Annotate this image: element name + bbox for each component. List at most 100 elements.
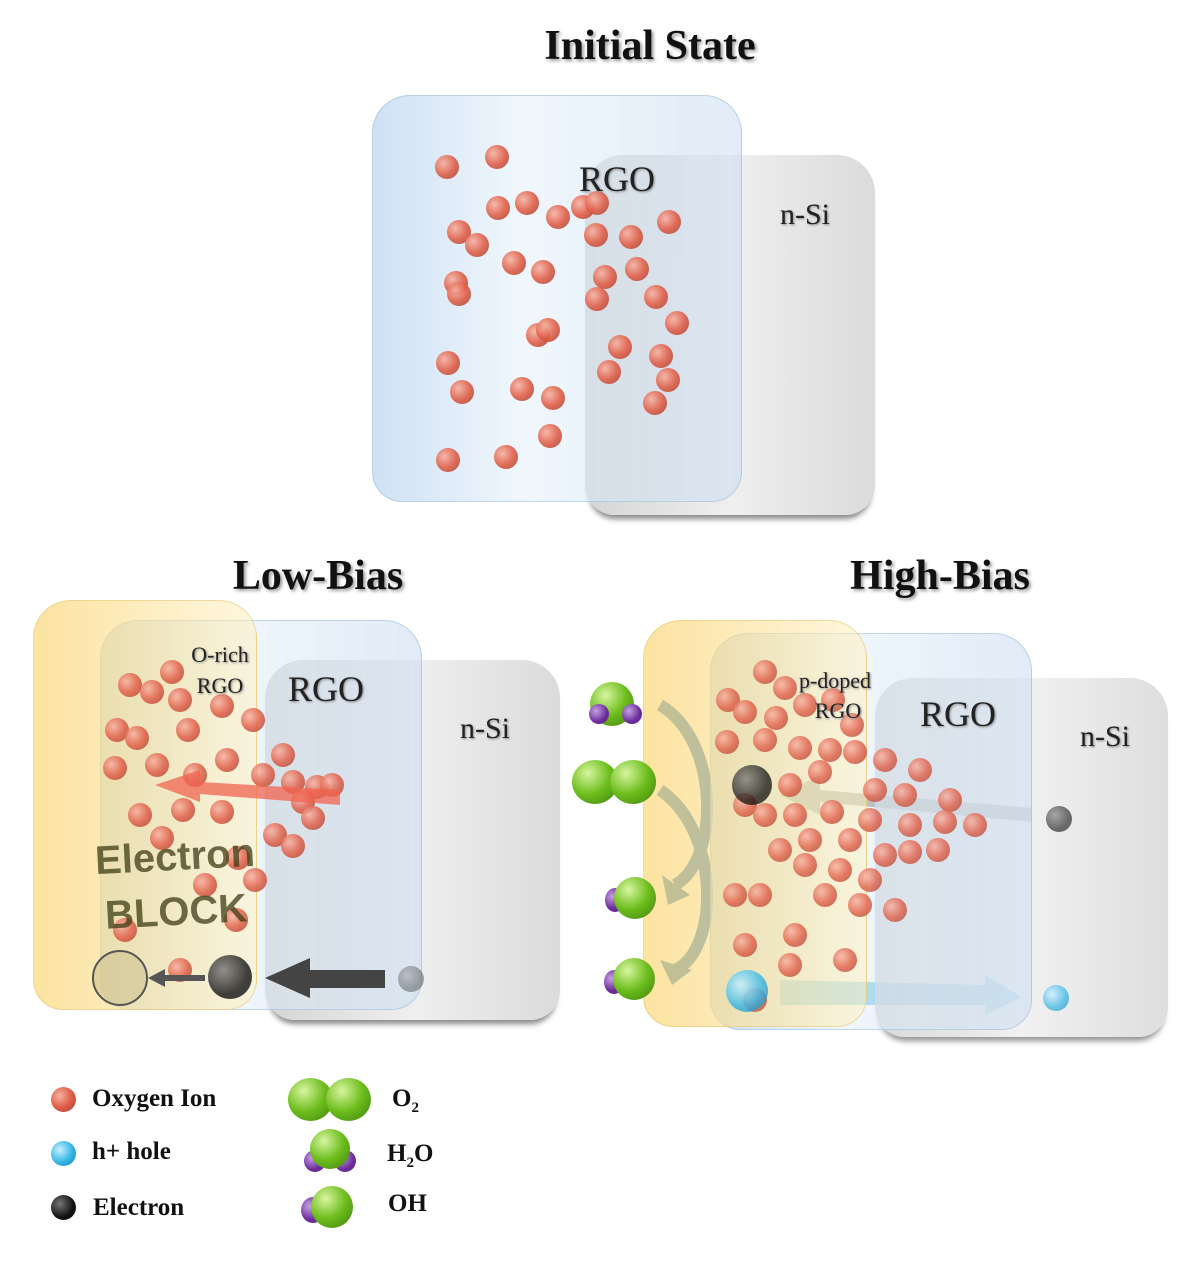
- oxygen-ion: [510, 377, 534, 401]
- oxygen-migration-arrow: [155, 770, 340, 805]
- oxygen-ion: [733, 933, 757, 957]
- oxygen-ion: [858, 808, 882, 832]
- oxygen-ion: [764, 706, 788, 730]
- oxygen-ion: [150, 826, 174, 850]
- legend-hole-label: h+ hole: [92, 1138, 171, 1166]
- oxygen-ion: [715, 730, 739, 754]
- pdoped-label-2: RGO: [814, 698, 862, 723]
- oxygen-ion: [619, 225, 643, 249]
- legend-hole-text: hole: [126, 1138, 171, 1165]
- legend-o2-icon-a: [288, 1078, 333, 1121]
- oxygen-ion: [908, 758, 932, 782]
- high-nsi-label: n-Si: [1079, 720, 1131, 753]
- oxygen-ion: [593, 265, 617, 289]
- oxygen-ion: [447, 282, 471, 306]
- oxygen-ion: [863, 778, 887, 802]
- oxygen-ion: [963, 813, 987, 837]
- electron-high-nsi: [1046, 806, 1072, 832]
- electron-high-rgo: [732, 765, 772, 805]
- oxygen-ion: [828, 858, 852, 882]
- oxygen-ion: [843, 740, 867, 764]
- oxygen-ion: [502, 251, 526, 275]
- oxygen-ion: [597, 360, 621, 384]
- initial-state-title: Initial State: [544, 23, 756, 69]
- oxygen-ion: [210, 694, 234, 718]
- low-rgo-label: RGO: [287, 669, 365, 709]
- oxygen-ion: [210, 800, 234, 824]
- oxygen-ion: [665, 311, 689, 335]
- oxygen-ion: [818, 738, 842, 762]
- oxygen-ion: [898, 840, 922, 864]
- oxygen-ion: [224, 908, 248, 932]
- oxygen-ion: [656, 368, 680, 392]
- oxygen-ion: [723, 883, 747, 907]
- oxygen-ion: [171, 798, 195, 822]
- pdoped-label-1: p-doped: [798, 668, 872, 693]
- oxygen-ion: [585, 287, 609, 311]
- oxygen-ion: [215, 748, 239, 772]
- legend-h2o-sub: 2: [406, 1155, 414, 1171]
- oxygen-ion: [778, 953, 802, 977]
- oxygen-ion: [113, 918, 137, 942]
- electron-low-rgo: [208, 955, 252, 999]
- oxygen-ion: [485, 145, 509, 169]
- h-atom: [589, 704, 609, 724]
- oxygen-ion: [128, 803, 152, 827]
- legend-h2o-o-icon: [310, 1129, 350, 1169]
- oxygen-ion: [140, 680, 164, 704]
- oxygen-ion: [125, 726, 149, 750]
- oxygen-ion: [103, 756, 127, 780]
- hole-high-rgo: [726, 970, 768, 1012]
- oxygen-ion: [301, 806, 325, 830]
- oxygen-ion: [486, 196, 510, 220]
- oxygen-ion: [644, 285, 668, 309]
- oxygen-ion: [768, 838, 792, 862]
- oxygen-ion: [793, 693, 817, 717]
- legend-electron-icon: [51, 1195, 76, 1220]
- legend-o2-icon-b: [326, 1078, 371, 1121]
- legend-hole-icon: [51, 1141, 76, 1166]
- oxygen-ion: [241, 708, 265, 732]
- low-bias-title: Low-Bias: [232, 553, 404, 599]
- oxygen-ion: [538, 424, 562, 448]
- high-bias-title: High-Bias: [850, 553, 1030, 599]
- oxygen-ion: [168, 688, 192, 712]
- oxygen-ion: [536, 318, 560, 342]
- electron-block-text-2: BLOCK: [103, 886, 249, 938]
- oxygen-ion: [873, 843, 897, 867]
- oxygen-ion: [435, 155, 459, 179]
- legend-electron-label: Electron: [93, 1194, 185, 1221]
- legend-h2o-h: H: [387, 1140, 407, 1167]
- oxygen-ion: [643, 391, 667, 415]
- oxygen-ion: [820, 800, 844, 824]
- legend-o2-sub: 2: [411, 1100, 419, 1116]
- oxygen-ion: [938, 788, 962, 812]
- h-atom: [622, 704, 642, 724]
- oxygen-ion: [748, 883, 772, 907]
- legend-hole-symbol: h+: [92, 1138, 121, 1165]
- oxygen-ion: [585, 191, 609, 215]
- low-nsi-label: n-Si: [459, 712, 511, 745]
- oxygen-ion: [840, 713, 864, 737]
- legend-o2-base: O: [392, 1085, 412, 1112]
- legend-oh-label: OH: [388, 1190, 427, 1217]
- oxygen-ion: [788, 736, 812, 760]
- blocked-electron-ghost: [92, 950, 148, 1006]
- hole-high-nsi: [1043, 985, 1069, 1011]
- oxygen-ion: [933, 810, 957, 834]
- oxygen-ion: [733, 700, 757, 724]
- oxygen-ion: [783, 923, 807, 947]
- oxygen-ion: [753, 728, 777, 752]
- orich-label-2: RGO: [196, 673, 244, 698]
- oxygen-ion: [436, 351, 460, 375]
- oxygen-ion: [773, 676, 797, 700]
- legend-h2o-o: O: [413, 1140, 434, 1167]
- legend-h2o-label: H2O: [387, 1140, 433, 1172]
- oxygen-ion: [160, 660, 184, 684]
- oxygen-ion: [584, 223, 608, 247]
- oxygen-ion: [821, 688, 845, 712]
- orich-label-1: O-rich: [191, 642, 249, 667]
- oxygen-ion: [649, 344, 673, 368]
- oxygen-ion: [251, 763, 275, 787]
